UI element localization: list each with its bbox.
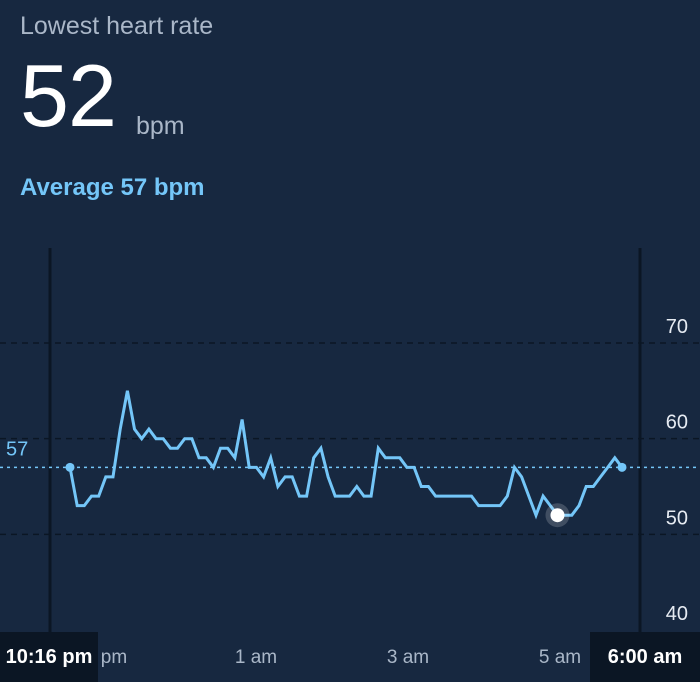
lowest-value: 52 [20,46,117,145]
y-tick-label: 50 [666,507,688,529]
x-tick-label: 1 am [235,647,277,668]
value-unit: bpm [136,112,185,140]
heart-rate-line [68,390,624,520]
x-tick-label-partial: pm [101,647,127,668]
start-point [65,462,75,472]
average-text: Average 57 bpm [20,174,205,201]
end-time-label: 6:00 am [590,632,700,682]
end-point [617,462,627,472]
y-tick-label: 60 [666,412,688,434]
x-tick-label: 3 am [387,647,429,668]
metric-title: Lowest heart rate [20,12,214,40]
y-tick-label: 40 [666,603,688,625]
min-point [550,508,565,523]
y-tick-label: 70 [666,316,688,338]
average-label: 57 [6,438,28,460]
start-time-label: 10:16 pm [0,632,98,682]
x-tick-label: 5 am [539,647,581,668]
